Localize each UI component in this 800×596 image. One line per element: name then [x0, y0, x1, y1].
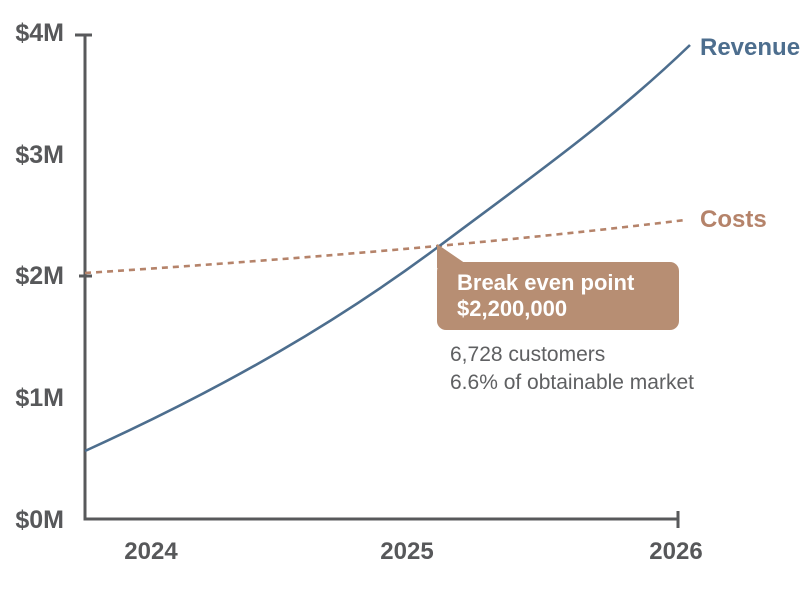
annotation-customers: 6,728 customers [450, 343, 606, 366]
callout-value: $2,200,000 [457, 296, 568, 321]
y-tick-label-1m: $1M [15, 384, 64, 412]
costs-line [84, 218, 686, 275]
x-tick-label-2026: 2026 [649, 538, 703, 565]
revenue-line [84, 44, 691, 453]
x-tick-label-2024: 2024 [124, 538, 178, 565]
revenue-series-label: Revenue [700, 34, 800, 61]
y-tick-label-2m: $2M [15, 262, 64, 290]
break-even-annotation: 6,728 customers 6.6% of obtainable marke… [450, 341, 694, 397]
annotation-market-share: 6.6% of obtainable market [450, 371, 694, 394]
costs-series-label: Costs [700, 206, 767, 233]
y-tick-label-0m: $0M [15, 506, 64, 534]
x-tick-label-2025: 2025 [380, 538, 434, 565]
callout-title: Break even point [457, 270, 635, 295]
break-even-callout: Break even point $2,200,000 [437, 262, 679, 330]
y-tick-label-4m: $4M [15, 19, 64, 47]
y-tick-label-3m: $3M [15, 141, 64, 169]
